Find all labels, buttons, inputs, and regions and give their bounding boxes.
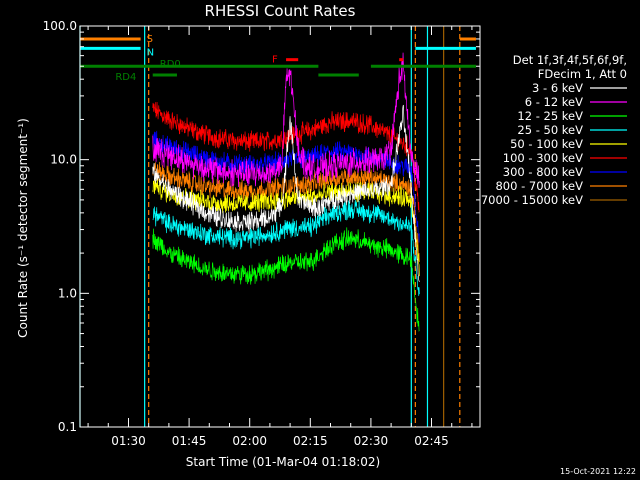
legend-header: Det 1f,3f,4f,5f,6f,9f, <box>513 53 627 67</box>
series-line <box>152 227 420 332</box>
legend-entry-label: 50 - 100 keV <box>510 137 583 151</box>
x-axis-label: Start Time (01-Mar-04 01:18:02) <box>186 455 380 469</box>
series-line <box>152 104 420 283</box>
series-line <box>152 200 420 296</box>
x-tick-label: 01:30 <box>111 434 146 448</box>
flag-label: S <box>147 34 153 45</box>
x-tick-label: 01:45 <box>172 434 207 448</box>
y-tick-label: 1.0 <box>58 286 77 300</box>
legend-entry-label: 7000 - 15000 keV <box>481 193 583 207</box>
flag-label: RD4 <box>115 72 136 83</box>
plot-frame <box>79 25 481 428</box>
legend: Det 1f,3f,4f,5f,6f,9f,FDecim 1, Att 03 -… <box>481 53 627 207</box>
y-tick-label: 0.1 <box>58 420 77 434</box>
x-tick-label: 02:45 <box>414 434 449 448</box>
legend-entry-label: 800 - 7000 keV <box>495 179 583 193</box>
series-line <box>152 177 420 277</box>
legend-entry-label: 300 - 800 keV <box>503 165 583 179</box>
legend-entry-label: 25 - 50 keV <box>517 123 583 137</box>
x-tick-label: 02:00 <box>232 434 267 448</box>
series-line <box>152 101 420 213</box>
flag-label: N <box>147 47 154 58</box>
series-line <box>152 161 420 263</box>
chart-title: RHESSI Count Rates <box>205 2 356 20</box>
y-tick-label: 100.0 <box>43 19 77 33</box>
y-axis-label: Count Rate (s⁻¹ detector segment⁻¹) <box>16 118 30 338</box>
x-tick-label: 02:30 <box>354 434 389 448</box>
legend-entry-label: 6 - 12 keV <box>525 95 583 109</box>
y-tick-label: 10.0 <box>50 153 77 167</box>
generation-timestamp: 15-Oct-2021 12:22 <box>560 467 636 476</box>
flag-label: RD0 <box>160 59 181 70</box>
flag-label: F <box>272 55 278 66</box>
legend-entry-label: 100 - 300 keV <box>503 151 583 165</box>
x-tick-label: 02:15 <box>293 434 328 448</box>
series-line <box>152 52 420 188</box>
legend-header: FDecim 1, Att 0 <box>538 67 627 81</box>
legend-entry-label: 12 - 25 keV <box>517 109 583 123</box>
legend-entry-label: 3 - 6 keV <box>532 81 583 95</box>
axes: 01:30 01:45 02:00 02:15 02:30 02:45 0.1 1.0 10.0… <box>43 19 480 448</box>
plot-area: SN RD0 RD4 F <box>79 26 476 427</box>
